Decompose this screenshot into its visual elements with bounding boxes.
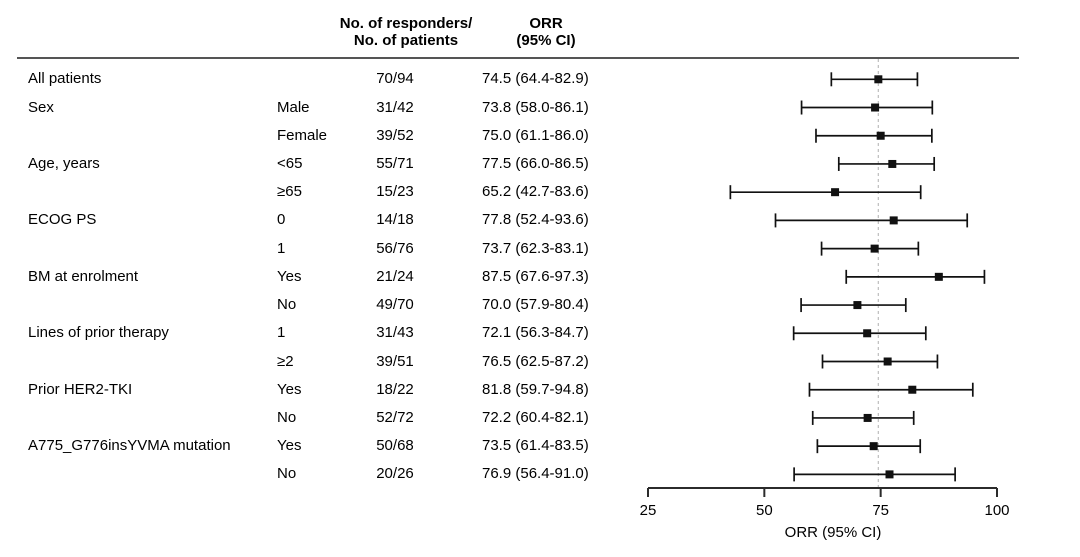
column-header-orr: ORR (95% CI) <box>516 15 576 49</box>
point-estimate-marker <box>908 385 917 394</box>
row-subgroup-label: Yes <box>277 267 302 285</box>
row-subgroup-label: 1 <box>277 324 286 342</box>
row-subgroup-label: ≥2 <box>277 352 294 370</box>
row-subgroup-label: Female <box>277 126 328 144</box>
row-category-label: Age, years <box>28 154 100 172</box>
x-axis-title: ORR (95% CI) <box>785 524 882 541</box>
point-estimate-marker <box>889 216 898 225</box>
row-ratio-value: 21/24 <box>376 267 414 285</box>
row-orr-value: 70.0 (57.9-80.4) <box>482 296 589 314</box>
row-ratio-value: 50/68 <box>376 437 414 455</box>
row-subgroup-label: No <box>277 408 297 426</box>
x-tick-label: 50 <box>756 502 773 519</box>
row-orr-value: 77.5 (66.0-86.5) <box>482 154 589 172</box>
row-subgroup-label: Male <box>277 98 310 116</box>
point-estimate-marker <box>853 301 862 310</box>
x-tick-label: 75 <box>872 502 889 519</box>
row-orr-value: 72.2 (60.4-82.1) <box>482 408 589 426</box>
point-estimate-marker <box>874 75 883 84</box>
row-subgroup-label: 0 <box>277 211 286 229</box>
row-ratio-value: 39/52 <box>376 126 414 144</box>
row-category-label: ECOG PS <box>28 211 97 229</box>
row-ratio-value: 15/23 <box>376 183 414 201</box>
row-subgroup-label: Yes <box>277 380 302 398</box>
row-subgroup-label: 1 <box>277 239 286 257</box>
row-subgroup-label: No <box>277 296 297 314</box>
point-estimate-marker <box>863 413 872 422</box>
row-ratio-value: 31/42 <box>376 98 414 116</box>
row-category-label: Sex <box>28 98 54 116</box>
row-ratio-value: 20/26 <box>376 465 414 483</box>
row-orr-value: 74.5 (64.4-82.9) <box>482 70 589 88</box>
point-estimate-marker <box>863 329 872 338</box>
column-header-responders: No. of responders/ No. of patients <box>339 15 473 49</box>
point-estimate-marker <box>869 442 878 451</box>
row-subgroup-label: ≥65 <box>277 183 302 201</box>
row-orr-value: 76.5 (62.5-87.2) <box>482 352 589 370</box>
point-estimate-marker <box>888 159 897 168</box>
row-ratio-value: 49/70 <box>376 296 414 314</box>
row-orr-value: 77.8 (52.4-93.6) <box>482 211 589 229</box>
row-orr-value: 73.8 (58.0-86.1) <box>482 98 589 116</box>
row-orr-value: 72.1 (56.3-84.7) <box>482 324 589 342</box>
row-subgroup-label: No <box>277 465 297 483</box>
row-category-label: All patients <box>28 70 102 88</box>
point-estimate-marker <box>885 470 894 479</box>
row-orr-value: 73.7 (62.3-83.1) <box>482 239 589 257</box>
row-ratio-value: 70/94 <box>376 70 414 88</box>
row-ratio-value: 39/51 <box>376 352 414 370</box>
row-category-label: Lines of prior therapy <box>28 324 169 342</box>
row-ratio-value: 52/72 <box>376 408 414 426</box>
row-subgroup-label: Yes <box>277 437 302 455</box>
row-category-label: BM at enrolment <box>28 267 139 285</box>
row-orr-value: 76.9 (56.4-91.0) <box>482 465 589 483</box>
row-orr-value: 87.5 (67.6-97.3) <box>482 267 589 285</box>
row-category-label: Prior HER2-TKI <box>28 380 133 398</box>
row-ratio-value: 56/76 <box>376 239 414 257</box>
row-ratio-value: 18/22 <box>376 380 414 398</box>
row-orr-value: 65.2 (42.7-83.6) <box>482 183 589 201</box>
row-category-label: A775_G776insYVMA mutation <box>28 437 231 455</box>
row-ratio-value: 31/43 <box>376 324 414 342</box>
row-ratio-value: 55/71 <box>376 154 414 172</box>
row-orr-value: 75.0 (61.1-86.0) <box>482 126 589 144</box>
point-estimate-marker <box>871 103 880 112</box>
row-orr-value: 81.8 (59.7-94.8) <box>482 380 589 398</box>
row-subgroup-label: <65 <box>277 154 303 172</box>
point-estimate-marker <box>876 131 885 140</box>
point-estimate-marker <box>870 244 879 253</box>
x-tick-label: 25 <box>640 502 657 519</box>
point-estimate-marker <box>883 357 892 366</box>
row-orr-value: 73.5 (61.4-83.5) <box>482 437 589 455</box>
header-rule <box>17 57 1019 59</box>
point-estimate-marker <box>831 188 840 197</box>
point-estimate-marker <box>934 272 943 281</box>
x-tick-label: 100 <box>984 502 1009 519</box>
row-ratio-value: 14/18 <box>376 211 414 229</box>
